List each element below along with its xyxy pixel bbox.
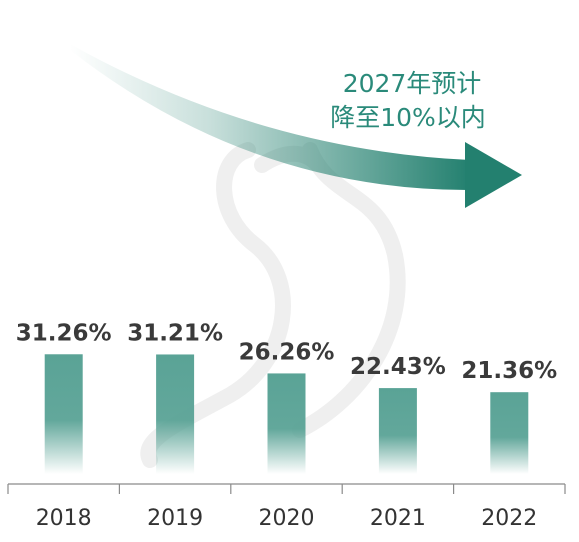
- x-tick-label-2020: 2020: [259, 506, 315, 531]
- annotation-line-1: 2027年预计: [343, 69, 482, 98]
- value-label-2022: 21.36%: [461, 358, 557, 384]
- bar-2018: [44, 354, 83, 474]
- x-tick-label-2018: 2018: [36, 506, 92, 531]
- x-tick-label-2021: 2021: [370, 506, 426, 531]
- value-label-2019: 31.21%: [127, 320, 223, 346]
- trend-arrow-icon: [70, 44, 522, 208]
- value-labels: 31.26% 31.21% 26.26% 22.43% 21.36%: [16, 320, 557, 384]
- bar-2021: [378, 388, 417, 474]
- bar-2020: [267, 373, 306, 474]
- value-label-2021: 22.43%: [350, 354, 446, 380]
- bars: [44, 354, 529, 474]
- trend-arrow-head: [465, 142, 522, 208]
- x-axis-ticks: [7, 484, 566, 494]
- x-axis-tick-labels: 2018 2019 2020 2021 2022: [36, 506, 538, 531]
- value-label-2020: 26.26%: [239, 339, 335, 365]
- x-tick-label-2022: 2022: [481, 506, 537, 531]
- trend-arrow-body: [70, 44, 470, 190]
- x-tick-label-2019: 2019: [147, 506, 203, 531]
- bar-2019: [156, 354, 195, 474]
- value-label-2018: 31.26%: [16, 320, 112, 346]
- annotation-line-2: 降至10%以内: [330, 103, 486, 132]
- bar-2022: [490, 392, 529, 474]
